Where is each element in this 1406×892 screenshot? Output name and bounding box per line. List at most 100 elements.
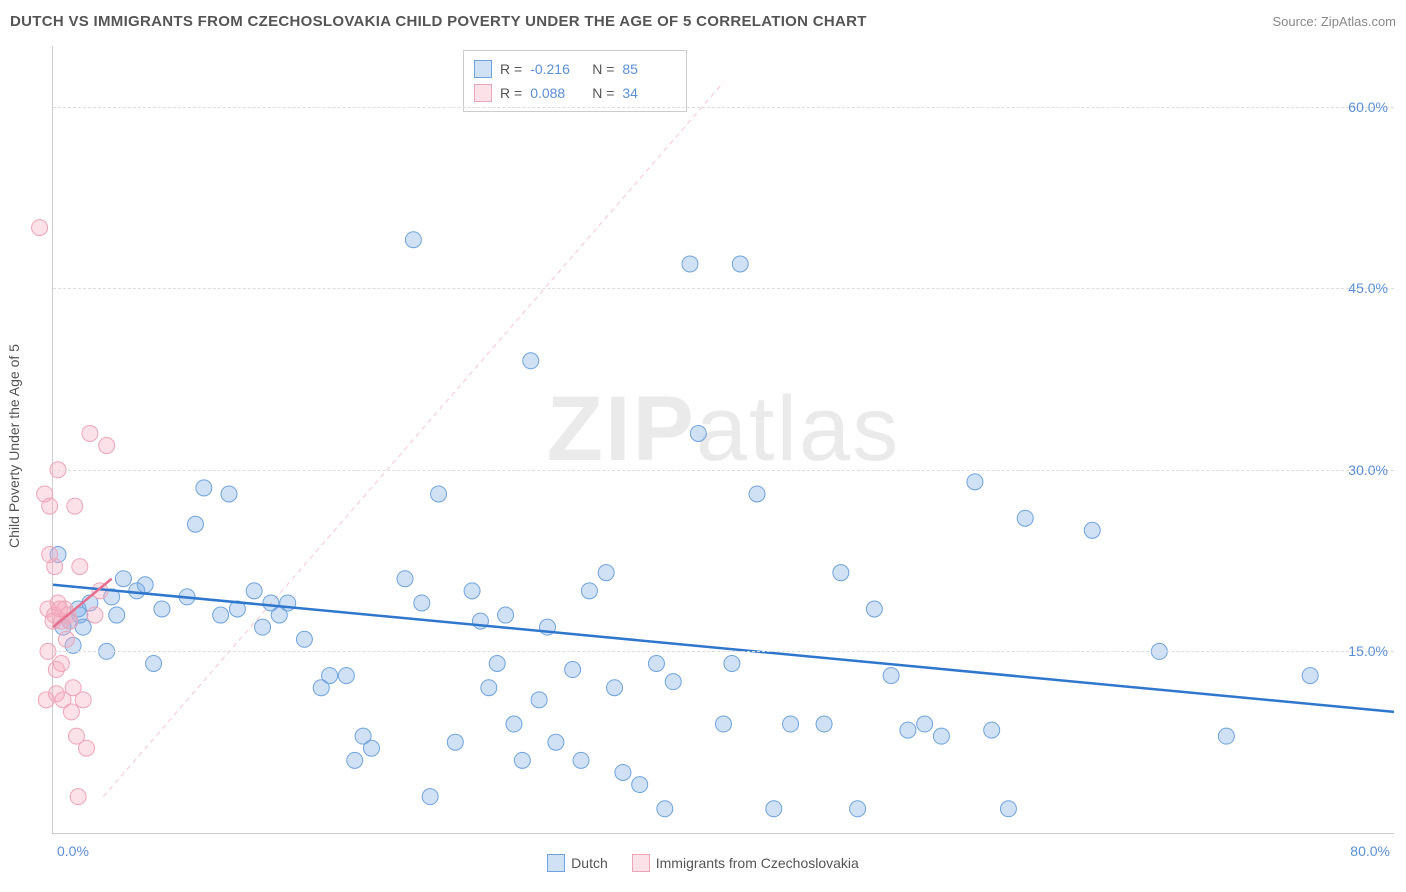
gridline (53, 107, 1394, 108)
legend-swatch (474, 60, 492, 78)
gridline (53, 651, 1394, 652)
scatter-point (32, 220, 48, 236)
scatter-point (883, 668, 899, 684)
scatter-point (338, 668, 354, 684)
gridline (53, 470, 1394, 471)
scatter-point (766, 801, 782, 817)
scatter-point (682, 256, 698, 272)
scatter-point (506, 716, 522, 732)
stat-n-label: N = (592, 85, 614, 101)
plot-area: ZIPatlas R =-0.216N =85R =0.088N =34 15.… (52, 46, 1394, 834)
y-tick-label: 30.0% (1348, 462, 1388, 478)
scatter-point (749, 486, 765, 502)
scatter-point (724, 655, 740, 671)
scatter-point (657, 801, 673, 817)
scatter-point (598, 565, 614, 581)
scatter-point (489, 655, 505, 671)
legend-swatch (632, 854, 650, 872)
scatter-point (833, 565, 849, 581)
stat-r-label: R = (500, 85, 522, 101)
scatter-point (481, 680, 497, 696)
scatter-point (363, 740, 379, 756)
stat-r-label: R = (500, 61, 522, 77)
scatter-point (75, 692, 91, 708)
scatter-point (70, 789, 86, 805)
scatter-point (1000, 801, 1016, 817)
scatter-point (514, 752, 530, 768)
scatter-point (53, 655, 69, 671)
scatter-point (58, 631, 74, 647)
scatter-point (154, 601, 170, 617)
scatter-point (47, 559, 63, 575)
scatter-point (255, 619, 271, 635)
scatter-point (565, 662, 581, 678)
scatter-point (397, 571, 413, 587)
scatter-point (347, 752, 363, 768)
scatter-point (82, 425, 98, 441)
scatter-point (42, 498, 58, 514)
scatter-point (137, 577, 153, 593)
scatter-point (422, 789, 438, 805)
scatter-point (109, 607, 125, 623)
y-tick-label: 45.0% (1348, 280, 1388, 296)
stat-n-value: 34 (622, 85, 676, 101)
scatter-point (115, 571, 131, 587)
scatter-point (1084, 522, 1100, 538)
scatter-point (296, 631, 312, 647)
scatter-point (87, 607, 103, 623)
stat-r-value: -0.216 (530, 61, 584, 77)
scatter-point (187, 516, 203, 532)
scatter-point (581, 583, 597, 599)
stat-n-label: N = (592, 61, 614, 77)
scatter-point (607, 680, 623, 696)
scatter-point (72, 559, 88, 575)
legend-stats-row: R = -0.216 N = 85 (474, 57, 676, 81)
legend-stats-box: R = -0.216 N = 85 R = 0.088 N = 34 (463, 50, 687, 112)
scatter-point (322, 668, 338, 684)
scatter-point (716, 716, 732, 732)
scatter-point (498, 607, 514, 623)
scatter-point (531, 692, 547, 708)
legend-swatch (474, 84, 492, 102)
y-tick-label: 60.0% (1348, 99, 1388, 115)
gridline (53, 288, 1394, 289)
scatter-point (414, 595, 430, 611)
scatter-point (1017, 510, 1033, 526)
scatter-point (665, 674, 681, 690)
scatter-point (146, 655, 162, 671)
scatter-point (615, 764, 631, 780)
scatter-point (632, 777, 648, 793)
scatter-point (523, 353, 539, 369)
legend-label: Immigrants from Czechoslovakia (656, 855, 859, 871)
stat-r-value: 0.088 (530, 85, 584, 101)
scatter-point (866, 601, 882, 617)
legend-swatch (547, 854, 565, 872)
scatter-point (213, 607, 229, 623)
scatter-point (648, 655, 664, 671)
scatter-point (783, 716, 799, 732)
scatter-point (447, 734, 463, 750)
scatter-point (99, 438, 115, 454)
title-bar: DUTCH VS IMMIGRANTS FROM CZECHOSLOVAKIA … (10, 8, 1396, 34)
scatter-point (1218, 728, 1234, 744)
scatter-point (548, 734, 564, 750)
scatter-point (900, 722, 916, 738)
y-axis-label: Child Poverty Under the Age of 5 (6, 344, 22, 548)
trend-line (53, 585, 1394, 712)
scatter-point (67, 498, 83, 514)
scatter-point (967, 474, 983, 490)
scatter-point (850, 801, 866, 817)
scatter-point (405, 232, 421, 248)
legend-label: Dutch (571, 855, 608, 871)
scatter-point (917, 716, 933, 732)
scatter-point (984, 722, 1000, 738)
scatter-point (62, 613, 78, 629)
scatter-point (933, 728, 949, 744)
scatter-point (431, 486, 447, 502)
stat-n-value: 85 (622, 61, 676, 77)
legend-item: Dutch (547, 854, 608, 872)
y-tick-label: 15.0% (1348, 643, 1388, 659)
scatter-point (464, 583, 480, 599)
scatter-point (690, 425, 706, 441)
source-label: Source: ZipAtlas.com (1272, 14, 1396, 29)
